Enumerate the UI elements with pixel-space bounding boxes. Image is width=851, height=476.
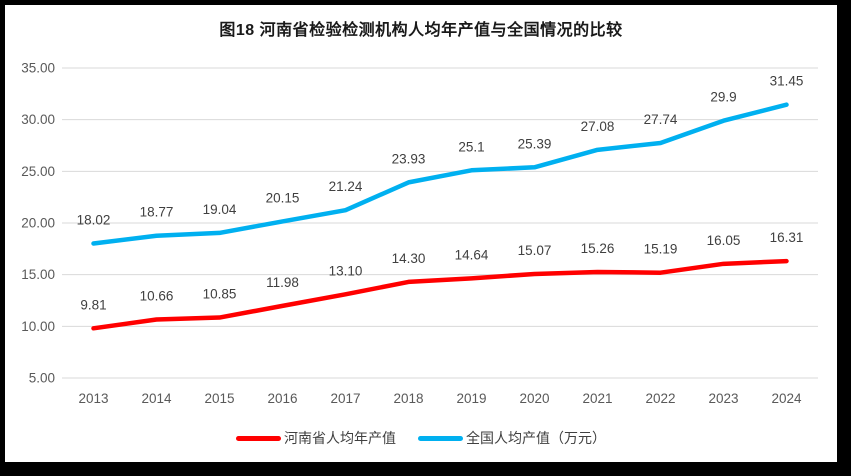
data-label: 16.31 (770, 230, 804, 245)
x-axis-tick-label: 2020 (519, 391, 549, 406)
data-label: 27.08 (581, 119, 615, 134)
x-axis-tick-label: 2019 (456, 391, 486, 406)
series-line-0[interactable] (91, 258, 789, 331)
x-axis-tick-label: 2014 (141, 391, 172, 406)
data-label: 14.30 (392, 251, 426, 266)
legend-label: 全国人均产值（万元） (466, 430, 606, 446)
y-axis-tick-label: 30.00 (21, 112, 55, 127)
x-axis-tick-label: 2016 (267, 391, 297, 406)
data-label: 10.66 (140, 289, 174, 304)
x-axis-tick-label: 2017 (330, 391, 360, 406)
x-axis-tick-label: 2015 (204, 391, 234, 406)
data-label: 15.07 (518, 243, 552, 258)
data-label: 31.45 (770, 74, 804, 89)
y-axis-tick-label: 25.00 (21, 164, 55, 179)
data-label: 25.1 (458, 139, 484, 154)
line-chart-plot-area: 5.00 10.00 15.00 20.00 25.00 30.00 35.00 2013 20… (21, 61, 818, 406)
data-label: 18.77 (140, 205, 174, 220)
data-label: 10.85 (203, 287, 237, 302)
chart-legend: 河南省人均年产值 全国人均产值（万元） (5, 428, 837, 448)
data-label: 13.10 (329, 263, 363, 278)
x-axis-tick-label: 2018 (393, 391, 423, 406)
x-axis-tick-label: 2024 (771, 391, 802, 406)
legend-label: 河南省人均年产值 (284, 430, 396, 446)
data-label: 15.26 (581, 241, 615, 256)
data-label: 15.19 (644, 242, 678, 257)
x-axis-tick-label: 2023 (708, 391, 738, 406)
data-label: 20.15 (266, 190, 300, 205)
x-axis-tick-label: 2022 (645, 391, 675, 406)
data-label: 18.02 (77, 212, 111, 227)
chart-title: 图18 河南省检验检测机构人均年产值与全国情况的比较 (219, 22, 623, 39)
data-label: 29.9 (710, 90, 736, 105)
data-label: 16.05 (707, 233, 741, 248)
y-axis-tick-label: 10.00 (21, 319, 55, 334)
y-axis-tick-label: 35.00 (21, 61, 55, 76)
legend-item-0[interactable]: 河南省人均年产值 (236, 428, 396, 448)
data-label: 11.98 (266, 275, 299, 290)
data-label: 21.24 (329, 179, 363, 194)
data-label: 23.93 (392, 151, 426, 166)
legend-swatch-icon (418, 435, 463, 441)
legend-swatch-icon (236, 435, 281, 441)
legend-item-1[interactable]: 全国人均产值（万元） (418, 428, 606, 448)
data-label: 19.04 (203, 202, 237, 217)
data-label: 14.64 (455, 247, 489, 262)
x-axis-tick-label: 2021 (582, 391, 612, 406)
series-line-1[interactable] (91, 102, 789, 246)
data-label: 27.74 (644, 112, 678, 127)
data-label: 9.81 (80, 297, 106, 312)
x-axis-tick-label: 2013 (78, 391, 108, 406)
data-label: 25.39 (518, 136, 552, 151)
y-axis-tick-label: 15.00 (21, 267, 55, 282)
y-axis-tick-label: 20.00 (21, 216, 55, 231)
y-axis-tick-label: 5.00 (29, 371, 55, 386)
